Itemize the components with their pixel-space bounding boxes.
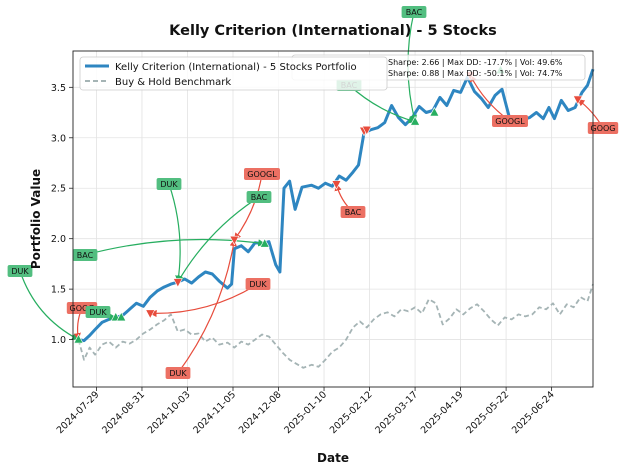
grid: [73, 51, 593, 387]
x-tick-label: 2024-08-31: [100, 389, 147, 436]
badge-label: GOOG: [70, 304, 95, 313]
badge-label: DUK: [89, 308, 107, 317]
benchmark-line: [77, 283, 594, 369]
chart-title: Kelly Criterion (International) - 5 Stoc…: [169, 23, 497, 39]
benchmark-series: [77, 283, 594, 369]
sell-marker: [361, 125, 372, 136]
sell-marker: [172, 278, 183, 288]
buy-marker: [116, 311, 127, 322]
x-tick-label: 2025-05-22: [464, 389, 511, 436]
buy-badge: [7, 265, 33, 277]
badge-label: GOOGL: [247, 170, 277, 179]
badge-label: GOOGL: [495, 117, 525, 126]
legend-label-benchmark: Buy & Hold Benchmark: [115, 77, 231, 88]
badge-label: DUK: [169, 369, 187, 378]
sell-badge: [587, 122, 619, 134]
annotation-arrow: [233, 173, 263, 241]
sell-badge: [340, 206, 366, 218]
x-tick-label: 2024-07-29: [55, 389, 102, 436]
buy-badge: [156, 178, 182, 190]
badge-label: BAC: [345, 208, 362, 217]
plot-frame: [72, 50, 594, 388]
sell-marker: [572, 95, 583, 106]
y-tick-label: 1.5: [51, 285, 66, 296]
badge-label: BAC: [406, 8, 423, 17]
sell-badge: [245, 278, 271, 290]
x-tick-label: 2025-04-19: [419, 389, 466, 436]
portfolio-series: [78, 68, 595, 343]
buy-badge: [401, 6, 427, 18]
annotation-arrow: [177, 238, 237, 374]
badge-label: GOOG: [591, 124, 616, 133]
badge-label: BAC: [251, 193, 268, 202]
y-axis-title: Portfolio Value: [29, 169, 43, 269]
legend-label-portfolio: Kelly Criterion (International) - 5 Stoc…: [115, 62, 357, 73]
portfolio-metrics: Sharpe: 2.66 | Max DD: -17.7% | Vol: 49.…: [388, 58, 563, 67]
sell-marker: [229, 235, 240, 246]
x-axis: 2024-07-292024-08-312024-10-032024-11-05…: [55, 387, 557, 436]
buy-badge: [246, 191, 272, 203]
badge-label: DUK: [11, 267, 29, 276]
buy-marker: [73, 333, 84, 344]
y-tick-label: 2.5: [51, 184, 66, 195]
y-tick-label: 1.0: [51, 335, 66, 346]
legend: Kelly Criterion (International) - 5 Stoc…: [79, 56, 388, 91]
buy-badge: [72, 249, 98, 261]
y-axis: 1.0 1.5 2.0 2.5 3.0 3.5: [51, 83, 73, 346]
buy-marker: [259, 238, 270, 248]
x-tick-label: 2025-03-17: [373, 389, 420, 436]
sell-badge: [492, 115, 528, 127]
x-tick-label: 2025-01-10: [282, 389, 329, 436]
buy-marker: [410, 115, 421, 126]
sell-marker: [331, 180, 342, 190]
badge-label: DUK: [249, 280, 267, 289]
x-tick-label: 2024-11-05: [191, 389, 238, 436]
buy-marker: [429, 106, 440, 117]
annotation-arrow: [149, 283, 259, 318]
x-tick-label: 2025-02-12: [328, 389, 375, 436]
x-tick-label: 2024-10-03: [146, 389, 193, 436]
annotation-arrow: [168, 183, 183, 283]
portfolio-line: [78, 68, 595, 343]
y-tick-label: 2.0: [51, 234, 66, 245]
badge-label: DUK: [160, 180, 178, 189]
annotation-arrow: [84, 238, 266, 256]
x-tick-label: 2025-06-24: [510, 389, 557, 436]
sell-marker: [145, 309, 156, 319]
x-axis-title: Date: [317, 451, 349, 465]
annotation-arrow: [19, 270, 80, 341]
badge-label: BAC: [77, 251, 94, 260]
trade-markers: [73, 64, 583, 344]
sell-badge: [165, 367, 191, 379]
buy-badge: [85, 306, 111, 318]
benchmark-metrics: Sharpe: 0.88 | Max DD: -50.1% | Vol: 74.…: [388, 69, 563, 78]
y-tick-label: 3.5: [51, 83, 66, 94]
y-tick-label: 3.0: [51, 133, 66, 144]
sell-badge: [244, 168, 280, 180]
annotation-arrow: [177, 196, 260, 283]
x-tick-label: 2024-12-08: [237, 389, 284, 436]
